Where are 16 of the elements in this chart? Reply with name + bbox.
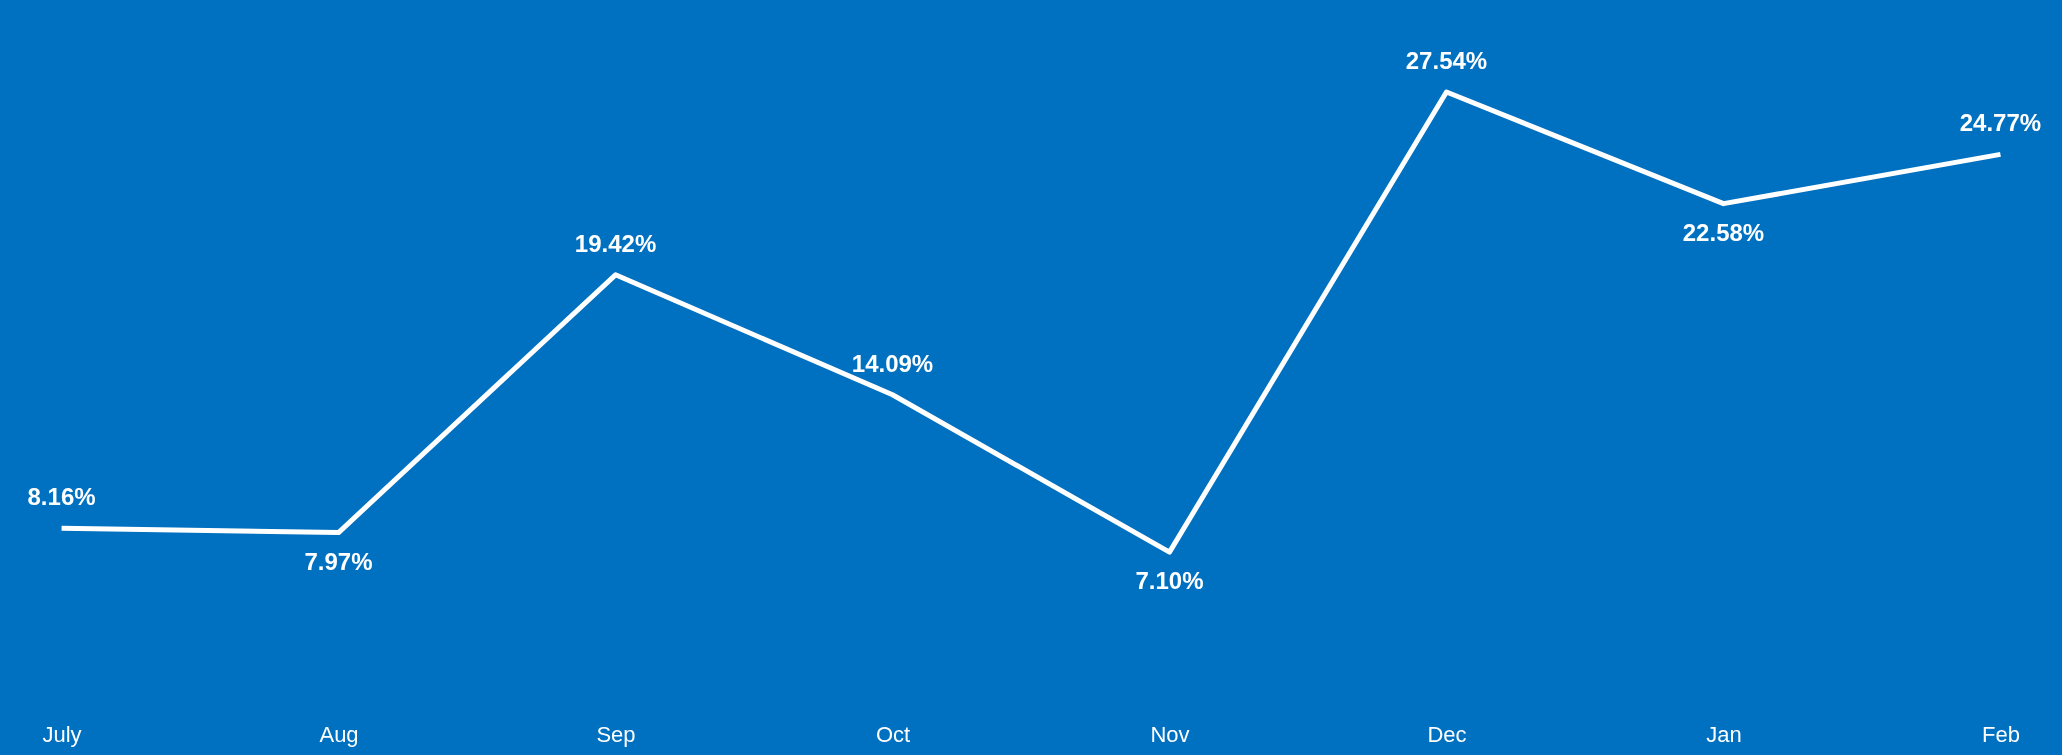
x-tick-label: Oct [875, 721, 911, 747]
data-label: 14.09% [851, 349, 934, 377]
x-tick-label: Nov [1150, 721, 1190, 747]
x-tick-label: Feb [1981, 721, 2020, 747]
data-label: 19.42% [574, 229, 657, 257]
data-label: 22.58% [1682, 218, 1765, 246]
x-tick-label: Jan [1706, 721, 1742, 747]
data-label: 27.54% [1405, 47, 1488, 74]
data-label: 7.10% [1135, 567, 1204, 595]
data-label: 7.97% [304, 547, 373, 575]
x-tick-label: July [42, 721, 82, 747]
data-label: 8.16% [27, 483, 96, 511]
data-label: 24.77% [1959, 109, 2042, 137]
x-tick-label: Aug [319, 721, 359, 747]
x-tick-label: Dec [1427, 721, 1467, 747]
x-tick-label: Sep [596, 721, 636, 747]
